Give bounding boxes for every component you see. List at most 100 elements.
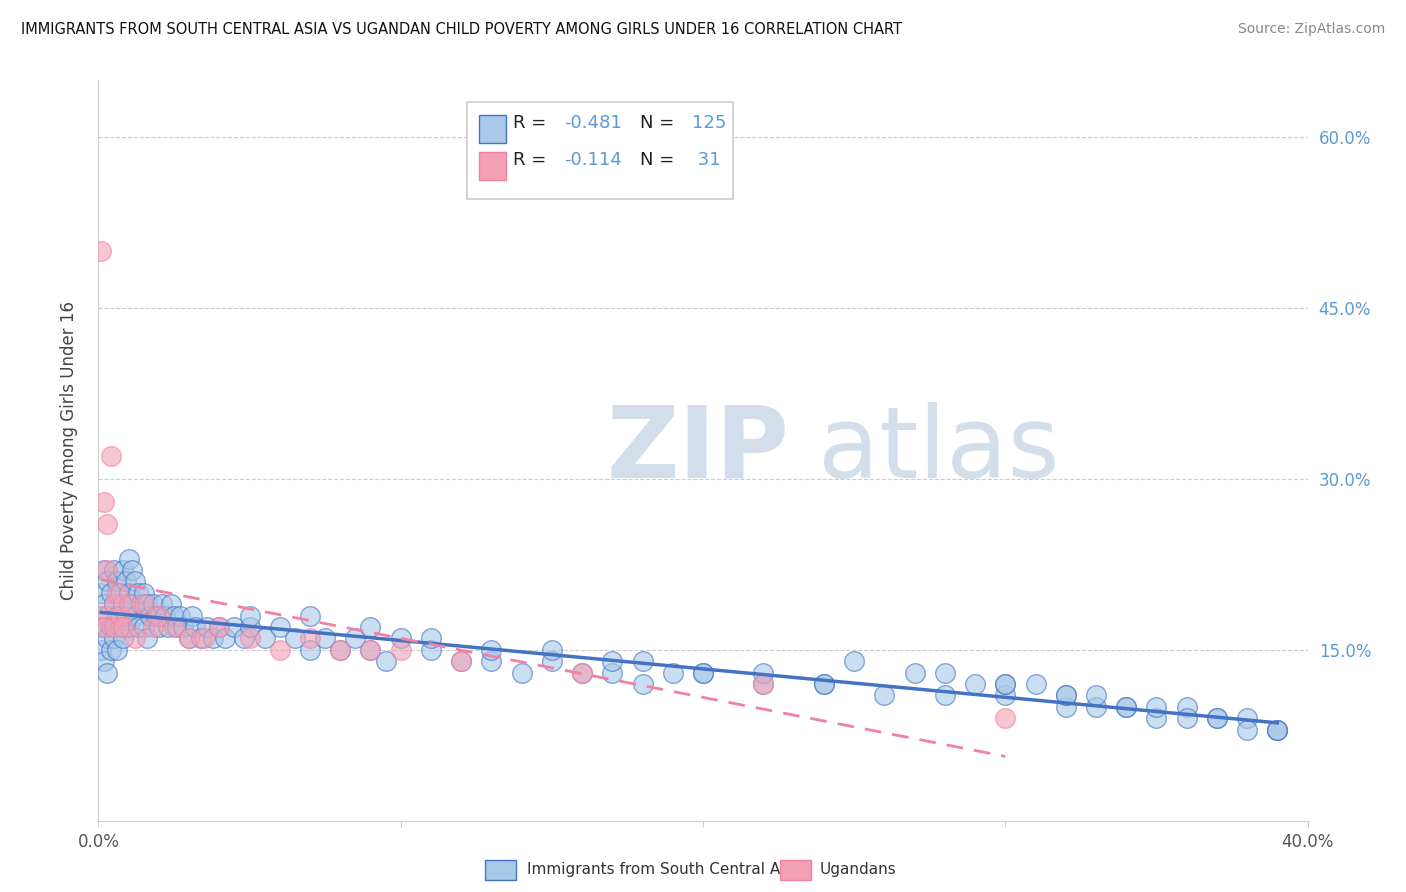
Point — [994, 689, 1017, 703]
Point — [93, 494, 115, 508]
Point — [90, 586, 112, 600]
Point — [105, 586, 128, 600]
Text: -0.114: -0.114 — [564, 152, 621, 169]
Point — [1054, 689, 1077, 703]
Point — [100, 620, 122, 634]
Point — [1206, 711, 1229, 725]
Point — [904, 665, 927, 680]
Point — [232, 632, 254, 646]
Point — [163, 620, 186, 634]
Point — [1024, 677, 1046, 691]
Point — [752, 677, 775, 691]
Point — [1085, 689, 1108, 703]
Point — [132, 586, 155, 600]
Text: atlas: atlas — [818, 402, 1060, 499]
Point — [90, 642, 112, 657]
Point — [156, 620, 179, 634]
Point — [299, 608, 322, 623]
Point — [93, 620, 115, 634]
Point — [571, 665, 593, 680]
Point — [239, 608, 262, 623]
Point — [1115, 699, 1137, 714]
Point — [96, 665, 118, 680]
Point — [96, 608, 118, 623]
Point — [135, 597, 157, 611]
Point — [1054, 689, 1077, 703]
Point — [135, 632, 157, 646]
Point — [124, 574, 146, 589]
Point — [253, 632, 276, 646]
Point — [166, 620, 188, 634]
Point — [127, 620, 149, 634]
Point — [420, 642, 443, 657]
Point — [103, 620, 125, 634]
Point — [114, 574, 136, 589]
Point — [1267, 723, 1289, 737]
Point — [1054, 699, 1077, 714]
Point — [184, 620, 207, 634]
Point — [1144, 711, 1167, 725]
Point — [752, 677, 775, 691]
Text: Ugandans: Ugandans — [820, 863, 897, 877]
Text: N =: N = — [640, 114, 681, 132]
Point — [571, 665, 593, 680]
Point — [129, 597, 152, 611]
Point — [239, 632, 262, 646]
Point — [160, 597, 183, 611]
Point — [631, 654, 654, 668]
Point — [190, 632, 212, 646]
Point — [344, 632, 367, 646]
Point — [450, 654, 472, 668]
Point — [873, 689, 896, 703]
Text: IMMIGRANTS FROM SOUTH CENTRAL ASIA VS UGANDAN CHILD POVERTY AMONG GIRLS UNDER 16: IMMIGRANTS FROM SOUTH CENTRAL ASIA VS UG… — [21, 22, 903, 37]
Point — [389, 642, 412, 657]
Point — [118, 551, 141, 566]
Point — [195, 620, 218, 634]
Point — [692, 665, 714, 680]
Point — [994, 677, 1017, 691]
Text: R =: R = — [513, 114, 553, 132]
Text: -0.481: -0.481 — [564, 114, 621, 132]
Point — [93, 654, 115, 668]
Text: Source: ZipAtlas.com: Source: ZipAtlas.com — [1237, 22, 1385, 37]
Point — [100, 642, 122, 657]
Point — [105, 608, 128, 623]
Point — [360, 620, 382, 634]
Point — [124, 632, 146, 646]
Point — [179, 632, 201, 646]
Point — [481, 654, 503, 668]
Text: Immigrants from South Central Asia: Immigrants from South Central Asia — [527, 863, 803, 877]
Point — [90, 608, 112, 623]
Point — [108, 608, 131, 623]
Point — [360, 642, 382, 657]
Point — [844, 654, 866, 668]
Point — [121, 597, 143, 611]
Point — [179, 632, 201, 646]
Point — [127, 586, 149, 600]
Point — [813, 677, 835, 691]
Point — [540, 642, 562, 657]
Point — [132, 597, 155, 611]
Point — [540, 654, 562, 668]
Point — [153, 608, 176, 623]
Point — [239, 620, 262, 634]
Point — [1267, 723, 1289, 737]
Point — [132, 620, 155, 634]
Point — [934, 689, 956, 703]
Point — [148, 620, 170, 634]
Point — [602, 654, 624, 668]
Point — [389, 632, 412, 646]
Point — [994, 711, 1017, 725]
Point — [103, 597, 125, 611]
Point — [118, 597, 141, 611]
Point — [692, 665, 714, 680]
Text: 31: 31 — [692, 152, 721, 169]
FancyBboxPatch shape — [467, 103, 734, 199]
Point — [269, 620, 291, 634]
Point — [103, 632, 125, 646]
Point — [420, 632, 443, 646]
FancyBboxPatch shape — [479, 153, 506, 180]
Point — [103, 597, 125, 611]
Point — [299, 632, 322, 646]
Point — [148, 608, 170, 623]
